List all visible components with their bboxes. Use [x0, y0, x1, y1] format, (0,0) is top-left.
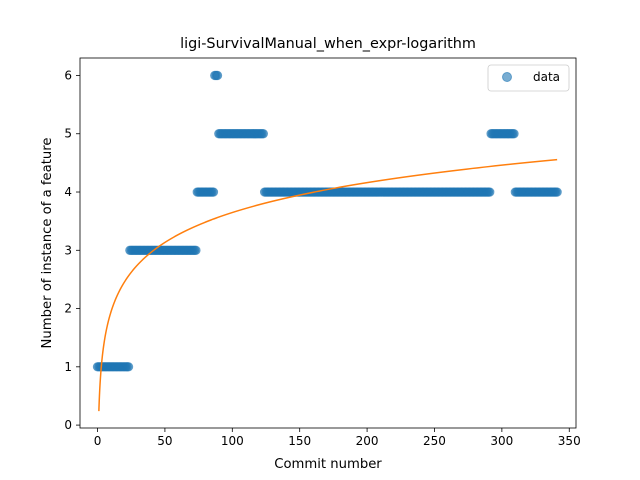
legend-marker-data — [502, 72, 512, 82]
x-tick-label: 250 — [423, 434, 446, 448]
data-point — [509, 129, 519, 139]
y-axis: 0 1 2 3 4 5 6 — [64, 68, 80, 432]
y-tick-label: 5 — [64, 127, 72, 141]
data-point — [485, 187, 495, 197]
y-tick-label: 1 — [64, 360, 72, 374]
x-tick-label: 200 — [356, 434, 379, 448]
x-tick-label: 150 — [288, 434, 311, 448]
y-tick-label: 4 — [64, 185, 72, 199]
y-axis-label: Number of instance of a feature — [40, 138, 55, 349]
data-point — [258, 129, 269, 139]
x-tick-label: 300 — [490, 434, 513, 448]
data-point — [208, 187, 219, 197]
chart-title: ligi-SurvivalManual_when_expr-logarithm — [180, 36, 476, 52]
x-tick-label: 350 — [558, 434, 581, 448]
legend-box — [487, 64, 570, 92]
fit-curve-layer — [98, 158, 558, 412]
legend: data — [487, 64, 570, 92]
y-tick-label: 0 — [64, 418, 72, 432]
y-tick-label: 6 — [64, 68, 72, 82]
data-point — [123, 362, 134, 372]
plot-frame — [79, 57, 577, 429]
x-tick-label: 50 — [157, 434, 172, 448]
plot-area — [79, 57, 577, 429]
y-tick-label: 3 — [64, 243, 72, 257]
data-point — [212, 70, 223, 81]
data-point — [191, 245, 201, 255]
data-point — [552, 187, 562, 197]
x-tick-label: 0 — [94, 434, 102, 448]
x-axis: 0 50 100 150 200 250 300 350 — [94, 428, 581, 448]
x-tick-label: 100 — [221, 434, 244, 448]
legend-label-data: data — [533, 70, 560, 84]
plot-background — [80, 58, 576, 428]
y-tick-label: 2 — [64, 302, 72, 316]
data-points — [92, 70, 562, 372]
x-axis-label: Commit number — [274, 457, 382, 472]
fit-curve — [98, 158, 558, 412]
